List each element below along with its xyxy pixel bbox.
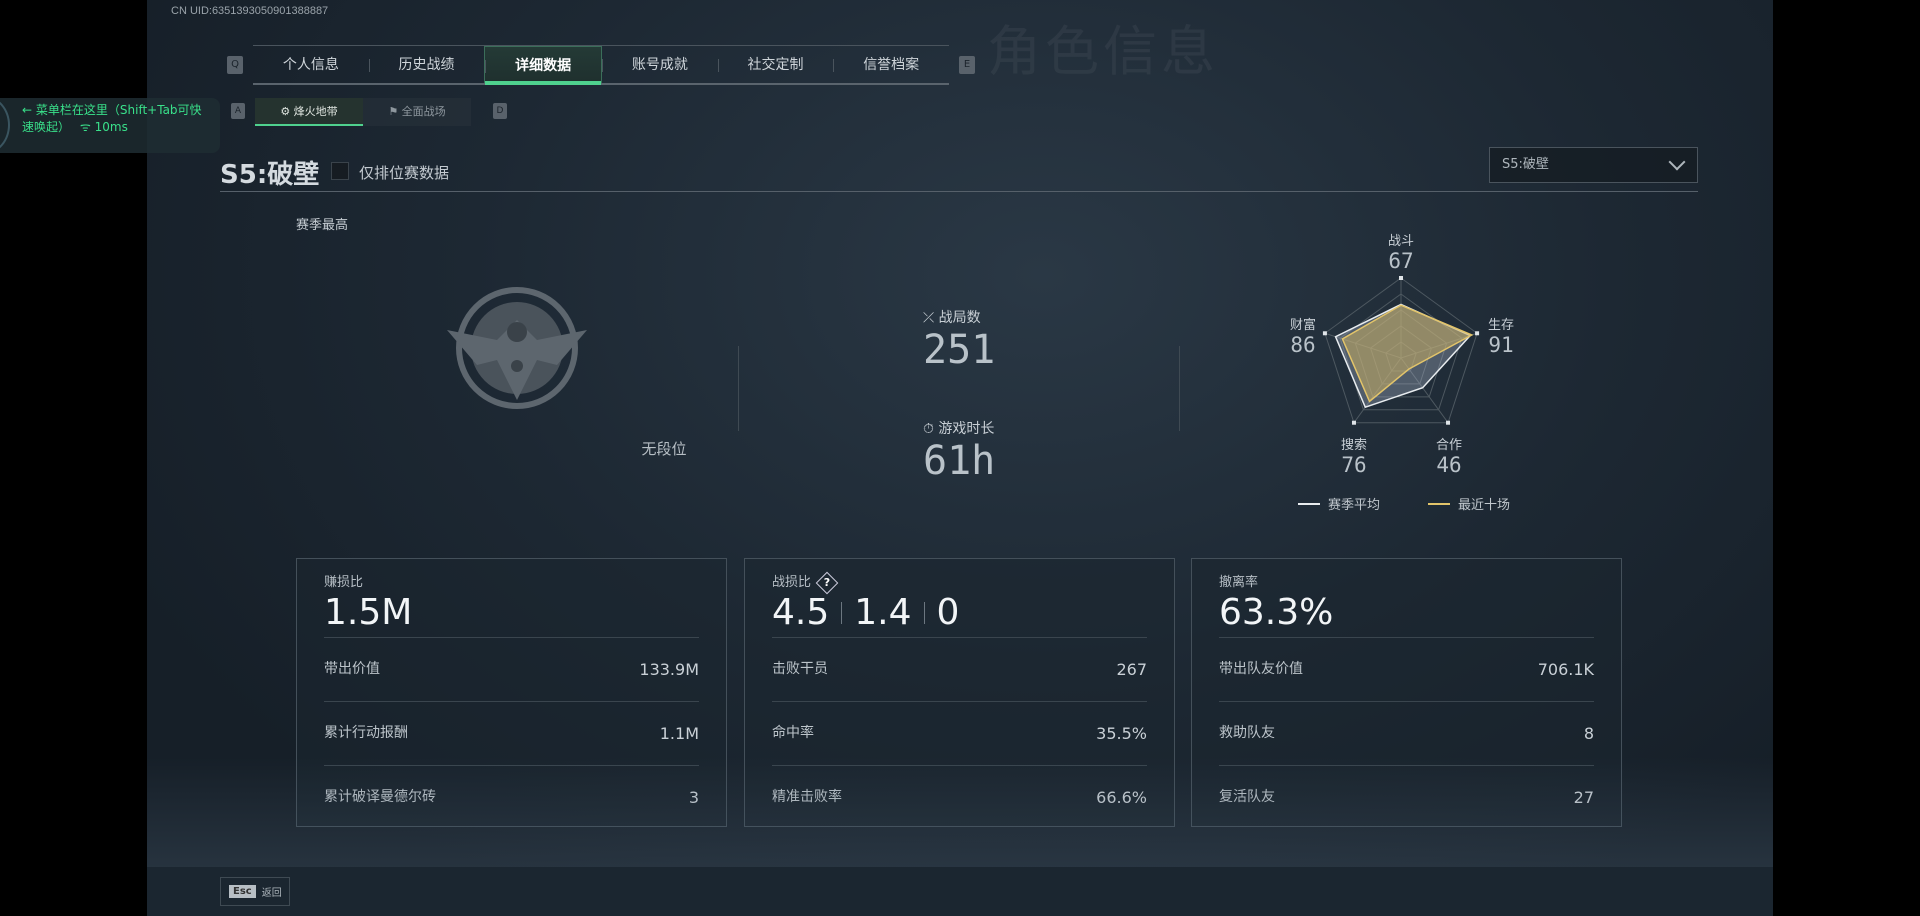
back-button[interactable]: Esc 返回	[220, 877, 290, 906]
subtab-operations[interactable]: ⚙ 烽火地带	[255, 98, 363, 126]
table-row: 命中率 35.5%	[772, 701, 1147, 765]
overlay-handle[interactable]	[0, 98, 10, 153]
rank-value: 无段位	[641, 440, 687, 458]
tab-detailed-data[interactable]: 详细数据	[484, 46, 603, 85]
mode-icon: ⚙	[280, 105, 294, 118]
prev-tab-key[interactable]: Q	[227, 56, 243, 74]
radar-axis-value: 46	[1436, 453, 1462, 477]
card-value: 1.4	[854, 592, 912, 633]
radar-series-recent	[1341, 304, 1474, 403]
radar-label: 生存 91	[1471, 314, 1531, 357]
tab-credit[interactable]: 信誉档案	[833, 46, 949, 83]
radar-axis-value: 86	[1290, 333, 1316, 357]
table-row: 累计行动报酬 1.1M	[324, 701, 699, 765]
radar-axis-value: 91	[1488, 333, 1514, 357]
divider	[1179, 346, 1180, 431]
radar-label: 合作 46	[1419, 434, 1479, 477]
ranked-only-checkbox[interactable]	[331, 162, 349, 180]
legend-recent: 最近十场	[1428, 494, 1510, 513]
playtime-label: 游戏时长	[938, 421, 995, 437]
card-title: 赚损比	[324, 575, 364, 590]
main-tabs: 个人信息 历史战绩 详细数据 账号成就 社交定制 信誉档案	[253, 45, 949, 85]
rank-emblem-icon	[447, 287, 587, 409]
game-screen: 角色信息 CN UID:6351393050901388887 Q 个人信息 历…	[147, 0, 1773, 916]
table-row: 击败干员 267	[772, 637, 1147, 701]
radar-label: 财富 86	[1273, 314, 1333, 357]
radar-vertex	[1351, 420, 1356, 425]
table-row: 累计破译曼德尔砖 3	[324, 765, 699, 829]
kd-card: 战损比? 4.5 1.4 0 击败干员 267 命中率 35.5% 精准击败率 66.6%	[744, 558, 1175, 827]
extract-card: 撤离率 63.3% 带出队友价值 706.1K 救助队友 8 复活队友 27	[1191, 558, 1622, 827]
matches-stat: ⤫ 战局数 251	[923, 307, 995, 373]
next-tab-key[interactable]: E	[959, 56, 975, 74]
esc-key: Esc	[229, 885, 256, 898]
matches-value: 251	[923, 327, 996, 373]
stopwatch-icon: ⏱	[923, 421, 939, 437]
tab-social[interactable]: 社交定制	[717, 46, 834, 83]
radar-axis-name: 战斗	[1387, 234, 1414, 249]
mode-icon: ⚑	[388, 105, 402, 118]
season-title: S5:破壁	[220, 160, 320, 190]
ranked-only-label[interactable]: 仅排位赛数据	[359, 164, 450, 182]
card-title: 战损比	[772, 575, 812, 590]
footer-bar	[147, 867, 1773, 916]
radar-axis-value: 76	[1341, 453, 1367, 477]
card-value: 0	[936, 592, 960, 633]
legend-swatch	[1298, 502, 1320, 505]
playtime-stat: ⏱ 游戏时长 61h	[923, 418, 995, 484]
divider	[220, 191, 1698, 192]
prev-subtab-key[interactable]: A	[231, 103, 245, 119]
tab-personal-info[interactable]: 个人信息	[282, 57, 339, 73]
radar-axis-name: 合作	[1435, 438, 1462, 453]
radar-vertex	[1399, 276, 1403, 280]
radar-axis-value: 67	[1388, 249, 1414, 273]
table-row: 复活队友 27	[1219, 765, 1594, 829]
radar-vertex	[1446, 420, 1451, 425]
playtime-value: 61h	[923, 438, 996, 484]
table-row: 带出价值 133.9M	[324, 637, 699, 701]
tab-achievements[interactable]: 账号成就	[602, 46, 718, 83]
legend-swatch	[1428, 502, 1450, 505]
card-value: 63.3%	[1219, 592, 1334, 633]
table-row: 带出队友价值 706.1K	[1219, 637, 1594, 701]
legend-season: 赛季平均	[1298, 494, 1380, 513]
season-dropdown[interactable]: S5:破壁	[1489, 147, 1698, 183]
radar-axis-name: 财富	[1289, 318, 1316, 333]
card-title: 撤离率	[1219, 575, 1259, 590]
season-dropdown-value: S5:破壁	[1502, 157, 1549, 172]
menu-hint-text: 菜单栏在这里（Shift+Tab可快速唤起）	[22, 103, 202, 134]
back-label: 返回	[261, 888, 282, 899]
divider	[738, 346, 739, 431]
profit-card: 赚损比 1.5M 带出价值 133.9M 累计行动报酬 1.1M 累计破译曼德尔砖 3	[296, 558, 727, 827]
radar-label: 战斗 67	[1371, 230, 1431, 273]
table-row: 救助队友 8	[1219, 701, 1594, 765]
card-value: 4.5	[772, 592, 830, 633]
arrow-left-icon: ←	[22, 103, 33, 117]
radar-vertex	[1475, 331, 1480, 336]
tab-history[interactable]: 历史战绩	[368, 46, 485, 83]
ping-text: 10ms	[94, 120, 128, 134]
radar-axis-name: 生存	[1487, 318, 1514, 333]
radar-vertex	[1322, 331, 1327, 336]
mode-tabs: ⚙ 烽火地带 ⚑ 全面战场	[255, 98, 471, 126]
crossed-swords-icon: ⤫	[923, 310, 939, 326]
season-best-label: 赛季最高	[296, 218, 349, 233]
table-row: 精准击败率 66.6%	[772, 765, 1147, 829]
radar-label: 搜索 76	[1324, 434, 1384, 477]
ghost-title: 角色信息	[987, 20, 1219, 83]
matches-label: 战局数	[938, 310, 981, 326]
subtab-warfare[interactable]: ⚑ 全面战场	[363, 98, 471, 126]
next-subtab-key[interactable]: D	[493, 103, 507, 119]
radar-axis-name: 搜索	[1340, 438, 1367, 453]
radar-grid-ring	[1324, 277, 1478, 424]
menu-hint-overlay[interactable]: ← 菜单栏在这里（Shift+Tab可快速唤起） ᯤ 10ms	[0, 98, 220, 153]
radar-chart	[1322, 276, 1480, 425]
uid-text: CN UID:6351393050901388887	[171, 5, 329, 17]
wifi-icon: ᯤ	[79, 120, 91, 134]
card-value: 1.5M	[324, 592, 413, 633]
